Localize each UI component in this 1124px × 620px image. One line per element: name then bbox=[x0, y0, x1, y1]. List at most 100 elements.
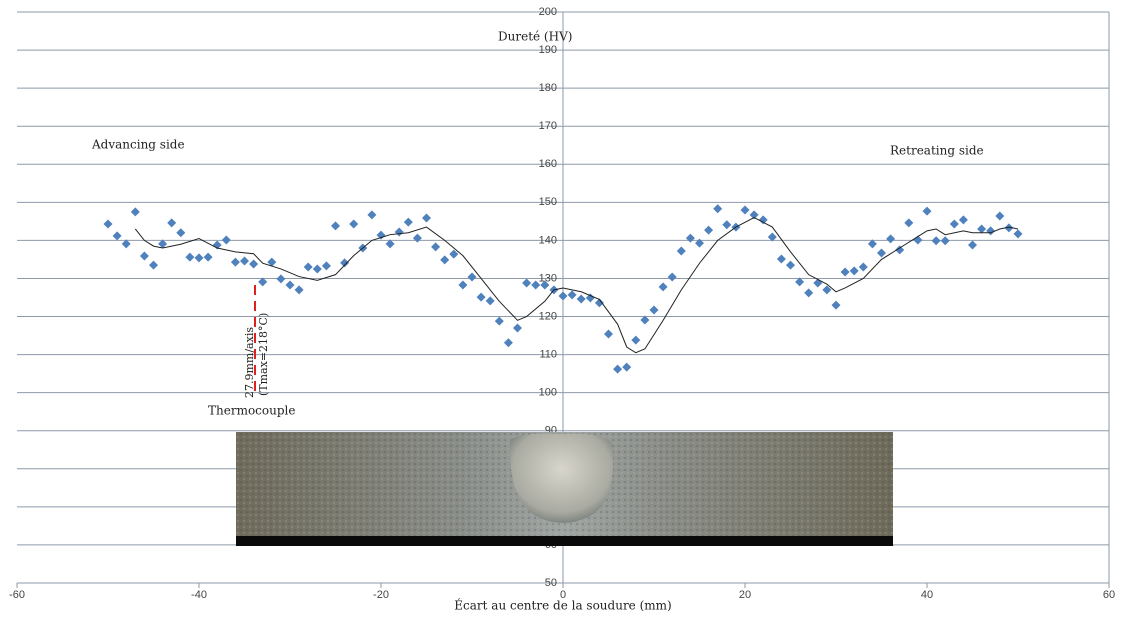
point bbox=[958, 215, 968, 225]
point bbox=[149, 260, 158, 270]
point bbox=[776, 254, 786, 264]
point bbox=[631, 335, 641, 345]
point bbox=[640, 315, 650, 325]
point bbox=[440, 255, 450, 265]
point bbox=[194, 253, 204, 263]
point bbox=[394, 227, 404, 237]
chart-title: Dureté (HV) bbox=[498, 30, 572, 44]
point bbox=[749, 210, 759, 220]
point bbox=[895, 245, 905, 255]
point bbox=[185, 252, 195, 262]
point bbox=[340, 258, 350, 268]
point bbox=[467, 272, 477, 282]
point bbox=[795, 277, 805, 287]
y-tick-label: 160 bbox=[539, 158, 557, 170]
y-tick-label: 130 bbox=[539, 272, 557, 284]
point bbox=[240, 256, 249, 266]
point bbox=[312, 264, 322, 274]
point bbox=[822, 285, 832, 295]
point bbox=[167, 218, 177, 228]
point bbox=[740, 205, 750, 215]
point bbox=[449, 249, 459, 259]
point bbox=[522, 278, 532, 288]
point bbox=[968, 240, 977, 250]
y-tick-label: 180 bbox=[539, 82, 557, 94]
point bbox=[867, 239, 877, 249]
point bbox=[995, 211, 1005, 221]
point bbox=[249, 259, 259, 269]
point bbox=[722, 220, 732, 230]
line bbox=[134, 216, 1019, 354]
point bbox=[767, 232, 777, 242]
point bbox=[303, 262, 313, 272]
point bbox=[422, 213, 431, 223]
y-tick-label: 170 bbox=[539, 120, 557, 132]
point bbox=[130, 207, 140, 217]
point bbox=[158, 239, 168, 249]
x-tick-label: 40 bbox=[921, 589, 933, 601]
marks bbox=[103, 204, 1023, 374]
point bbox=[176, 228, 186, 238]
point bbox=[922, 206, 932, 216]
y-tick-label: 190 bbox=[539, 44, 557, 56]
point bbox=[203, 252, 213, 262]
point bbox=[267, 257, 277, 267]
point bbox=[367, 210, 377, 220]
point bbox=[604, 329, 613, 339]
point bbox=[676, 246, 686, 256]
point bbox=[613, 364, 623, 374]
point bbox=[658, 282, 668, 292]
point bbox=[431, 242, 441, 252]
point bbox=[585, 293, 595, 303]
x-tick-label: 60 bbox=[1103, 589, 1115, 601]
y-tick-label: 50 bbox=[545, 577, 557, 589]
point bbox=[695, 238, 704, 248]
point bbox=[139, 251, 149, 261]
point bbox=[877, 248, 886, 258]
annotation: 27.9mm/axis bbox=[243, 327, 256, 398]
annotation: (Tmax=218°C) bbox=[257, 313, 270, 396]
point bbox=[1013, 229, 1023, 239]
grid: 5060708090100110120130140150160170180190… bbox=[9, 6, 1115, 601]
point bbox=[831, 300, 841, 310]
point bbox=[840, 267, 850, 277]
point bbox=[858, 262, 868, 272]
point bbox=[649, 305, 659, 315]
point bbox=[685, 233, 695, 243]
annotation: Thermocouple bbox=[208, 404, 295, 418]
point bbox=[385, 239, 395, 249]
y-tick-label: 140 bbox=[539, 234, 557, 246]
x-axis-label: Écart au centre de la soudure (mm) bbox=[454, 598, 671, 613]
point bbox=[758, 215, 768, 225]
point bbox=[594, 298, 604, 308]
point bbox=[567, 290, 577, 300]
point bbox=[276, 274, 286, 284]
x-tick-label: 20 bbox=[739, 589, 751, 601]
point bbox=[349, 219, 359, 229]
annotation: Retreating side bbox=[890, 144, 984, 158]
point bbox=[331, 221, 340, 231]
y-tick-label: 100 bbox=[539, 387, 557, 399]
point bbox=[285, 280, 295, 290]
point bbox=[931, 236, 941, 246]
point bbox=[849, 266, 859, 276]
x-tick-label: 0 bbox=[560, 589, 566, 601]
point bbox=[230, 257, 240, 267]
annotation: Advancing side bbox=[91, 138, 185, 152]
point bbox=[622, 362, 632, 372]
point bbox=[121, 239, 131, 249]
point bbox=[540, 280, 550, 290]
point bbox=[713, 204, 723, 214]
point bbox=[294, 285, 304, 295]
point bbox=[458, 280, 468, 290]
point bbox=[531, 280, 541, 290]
point bbox=[494, 316, 504, 326]
point bbox=[112, 231, 122, 241]
point bbox=[786, 260, 795, 270]
point bbox=[1004, 223, 1014, 233]
point bbox=[258, 277, 268, 287]
point bbox=[485, 296, 495, 306]
point bbox=[103, 219, 113, 229]
point bbox=[667, 272, 677, 282]
